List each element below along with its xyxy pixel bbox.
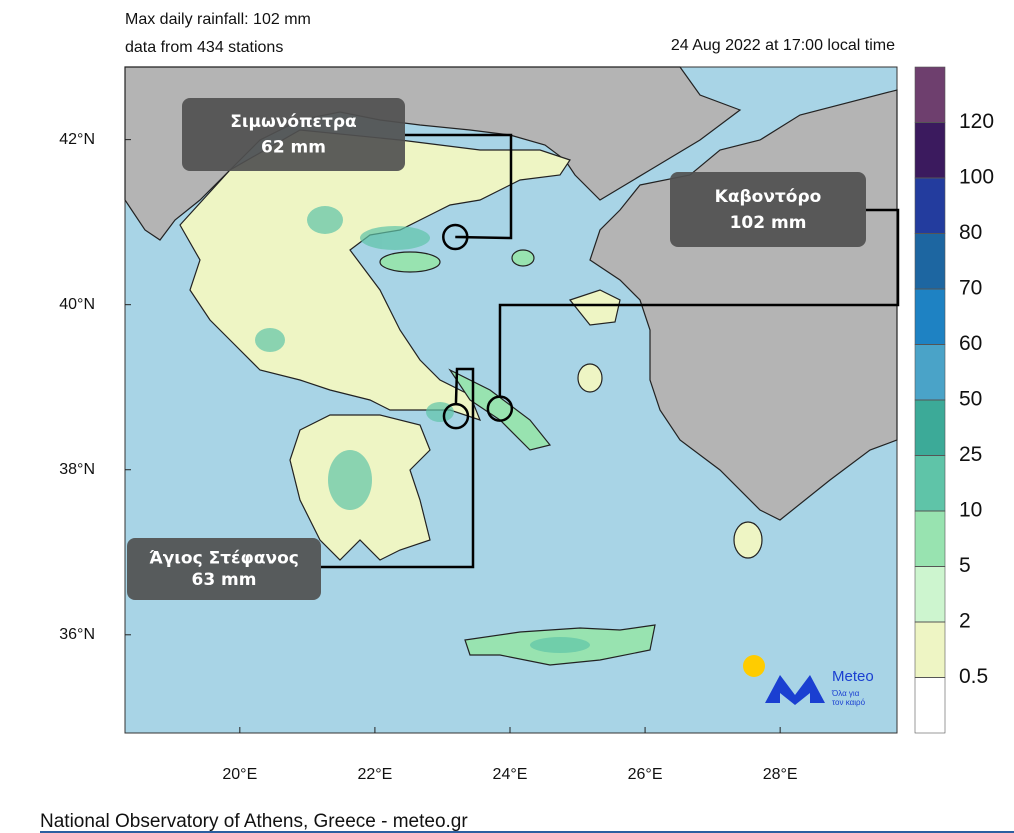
colorbar-segment: [914, 233, 946, 290]
colorbar-label: 80: [959, 221, 982, 244]
colorbar-segment: [914, 566, 946, 623]
y-tick-label: 42°N: [59, 131, 95, 148]
colorbar-segment: [914, 66, 946, 123]
y-tick-label: 36°N: [59, 626, 95, 643]
colorbar-segment: [914, 344, 946, 401]
station-name: Άγιος Στέφανος: [149, 548, 299, 568]
station-box: Καβοντόρο 102 mm: [670, 172, 866, 247]
station-box-bg: [182, 98, 405, 171]
x-tick-label: 24°E: [493, 766, 528, 783]
colorbar-segment: [914, 510, 946, 567]
footer: National Observatory of Athens, Greece -…: [40, 811, 468, 832]
x-tick-label: 28°E: [763, 766, 798, 783]
station-name: Σιμωνόπετρα: [230, 112, 356, 132]
connector: [498, 208, 900, 396]
station-marker: [486, 395, 514, 422]
colorbar-label: 50: [959, 388, 982, 411]
connector: [405, 133, 513, 240]
colorbar-segment: [914, 455, 946, 512]
station-box: Σιμωνόπετρα 62 mm: [182, 98, 405, 171]
euboea: [448, 368, 552, 451]
station-value: 102 mm: [730, 213, 807, 233]
logo-tagline: τον καιρό: [832, 698, 866, 707]
colorbar-label: 0.5: [959, 665, 988, 688]
rhodes: [733, 521, 763, 559]
colorbar-label: 5: [959, 554, 971, 577]
colorbar-label: 25: [959, 443, 982, 466]
map-title: Max daily rainfall: 102 mm: [125, 11, 311, 28]
y-tick-label: 38°N: [59, 461, 95, 478]
logo-tagline: Όλα για: [831, 689, 860, 698]
thasos: [511, 249, 535, 267]
chios: [577, 363, 603, 393]
colorbar-label: 2: [959, 610, 971, 633]
colorbar-label: 100: [959, 166, 994, 189]
logo-name: Meteo: [832, 668, 874, 685]
station-box-bg: [127, 538, 321, 600]
colorbar-segment: [914, 677, 946, 734]
x-tick-label: 26°E: [628, 766, 663, 783]
x-tick-label: 22°E: [357, 766, 392, 783]
map-subtitle: data from 434 stations: [125, 39, 283, 56]
lesvos: [568, 289, 621, 326]
colorbar-label: 10: [959, 499, 982, 522]
colorbar-segment: [914, 122, 946, 179]
station-marker: [442, 223, 469, 251]
colorbar-label: 60: [959, 332, 982, 355]
x-tick-label: 20°E: [222, 766, 257, 783]
map-time: 24 Aug 2022 at 17:00 local time: [671, 37, 895, 54]
colorbar-label: 120: [959, 110, 994, 133]
rain-patches: [255, 206, 590, 653]
station-box-bg: [670, 172, 866, 247]
logo: Meteo Όλα για τον καιρό: [743, 655, 874, 707]
y-tick-label: 40°N: [59, 296, 95, 313]
connector: [321, 367, 475, 569]
station-value: 63 mm: [191, 570, 256, 590]
colorbar-segment: [914, 621, 946, 678]
station-value: 62 mm: [261, 138, 326, 158]
colorbar-segment: [914, 177, 946, 234]
colorbar-label: 70: [959, 277, 982, 300]
colorbar-segment: [914, 399, 946, 456]
station-marker: [442, 402, 470, 430]
station-name: Καβοντόρο: [715, 187, 822, 207]
chalkidiki: [379, 251, 441, 273]
colorbar-segment: [914, 288, 946, 345]
